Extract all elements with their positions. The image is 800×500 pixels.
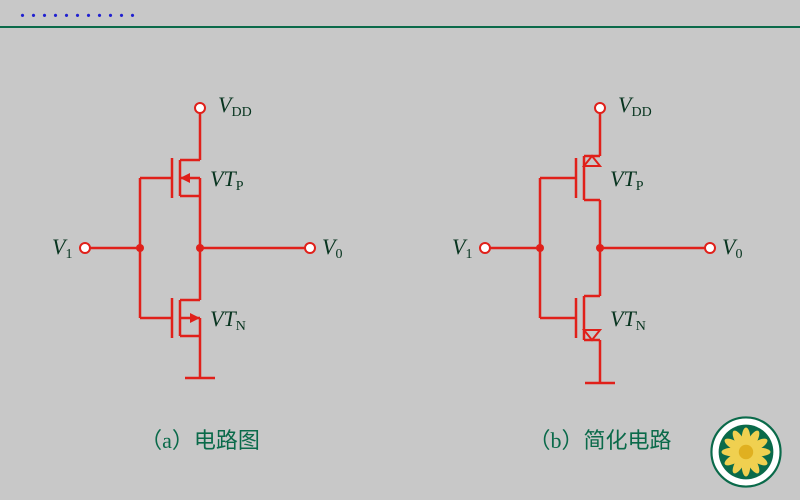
vo-label: V0 <box>322 234 342 262</box>
logo-icon <box>710 416 782 488</box>
vdd-terminal <box>195 103 205 113</box>
pmos-source-arrow <box>584 156 600 166</box>
vdd-terminal-b <box>595 103 605 113</box>
vi-label: V1 <box>52 234 72 262</box>
vdd-label-b: VDD <box>618 92 652 120</box>
vtp-label: VTP <box>210 166 244 194</box>
vo-terminal <box>305 243 315 253</box>
header-title: . . . . . . . . . . . <box>0 0 136 22</box>
vtp-label-b: VTP <box>610 166 644 194</box>
pmos-arrow <box>180 173 190 183</box>
vi-terminal-b <box>480 243 490 253</box>
vtn-label: VTN <box>210 306 246 334</box>
circuit-b-svg: VDD VTP VTN V1 V0 <box>430 78 770 418</box>
vo-terminal-b <box>705 243 715 253</box>
vi-label-b: V1 <box>452 234 472 262</box>
circuit-a-svg: VDD VTP VTN V1 V0 <box>30 78 370 418</box>
vo-label-b: V0 <box>722 234 742 262</box>
header-bar: . . . . . . . . . . . <box>0 0 800 28</box>
circuit-a: VDD VTP VTN V1 V0 （a）电路图 <box>30 78 370 438</box>
nmos-source-arrow <box>584 330 600 340</box>
caption-a: （a）电路图 <box>30 423 370 455</box>
vdd-label: VDD <box>218 92 252 120</box>
vi-terminal <box>80 243 90 253</box>
circuit-b: VDD VTP VTN V1 V0 （b）简化电路 <box>430 78 770 438</box>
diagram-container: VDD VTP VTN V1 V0 （a）电路图 <box>0 28 800 438</box>
vtn-label-b: VTN <box>610 306 646 334</box>
nmos-arrow <box>190 313 200 323</box>
